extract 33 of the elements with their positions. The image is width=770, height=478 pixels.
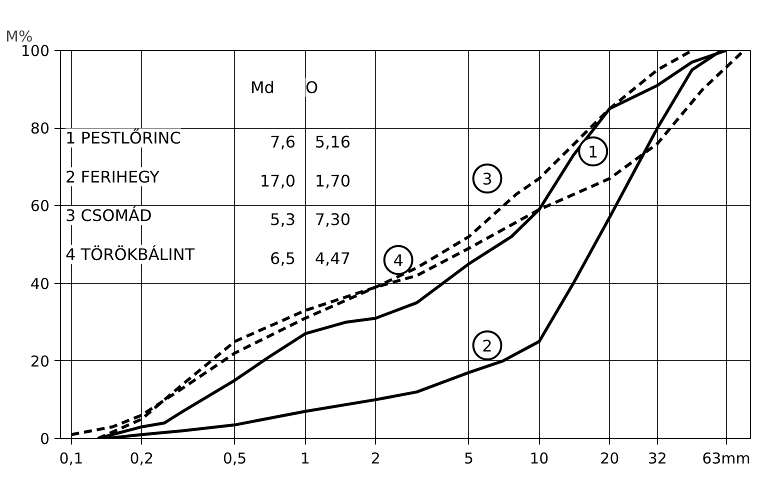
x-tick-label: 0,5: [222, 450, 247, 468]
annotation: 5,3: [270, 210, 296, 230]
annotation: 7,6: [270, 132, 296, 152]
x-tick-label: 10: [530, 450, 549, 468]
x-tick-label: 2: [370, 450, 380, 468]
x-tick-label: 63mm: [702, 450, 750, 468]
annotation: 1,70: [314, 171, 350, 190]
annotation: 2: [482, 336, 492, 356]
annotation: Md: [250, 78, 274, 98]
x-tick-label: 20: [600, 450, 620, 468]
x-tick-label: 5: [464, 450, 474, 468]
x-tick-label: 0,1: [59, 450, 84, 468]
annotation: 17,0: [260, 171, 296, 190]
annotation: 7,30: [314, 210, 350, 230]
y-tick-label: 20: [30, 352, 50, 370]
annotation: 3: [482, 170, 492, 189]
y-tick-label: 0: [40, 430, 50, 448]
annotation: 3 CSOMÁD: [66, 206, 152, 226]
x-tick-label: 1: [300, 450, 310, 468]
y-tick-label: 40: [30, 274, 50, 293]
annotation: 6,5: [270, 248, 296, 268]
annotation: 4,47: [314, 248, 350, 268]
annotation: 4: [393, 251, 404, 270]
y-tick-label: 80: [30, 120, 50, 138]
x-tick-label: 32: [648, 450, 667, 468]
x-tick-label: 0,2: [130, 450, 154, 468]
annotation: 1 PESTLŐRINC: [66, 128, 181, 148]
annotation: 2 FERIHEGY: [66, 167, 160, 186]
annotation: O: [306, 78, 318, 98]
annotation: 1: [588, 142, 598, 162]
annotation: 4 TÖRÖKBÁLINT: [66, 244, 195, 264]
y-tick-label: 60: [30, 197, 50, 216]
annotation: 5,16: [314, 132, 350, 152]
